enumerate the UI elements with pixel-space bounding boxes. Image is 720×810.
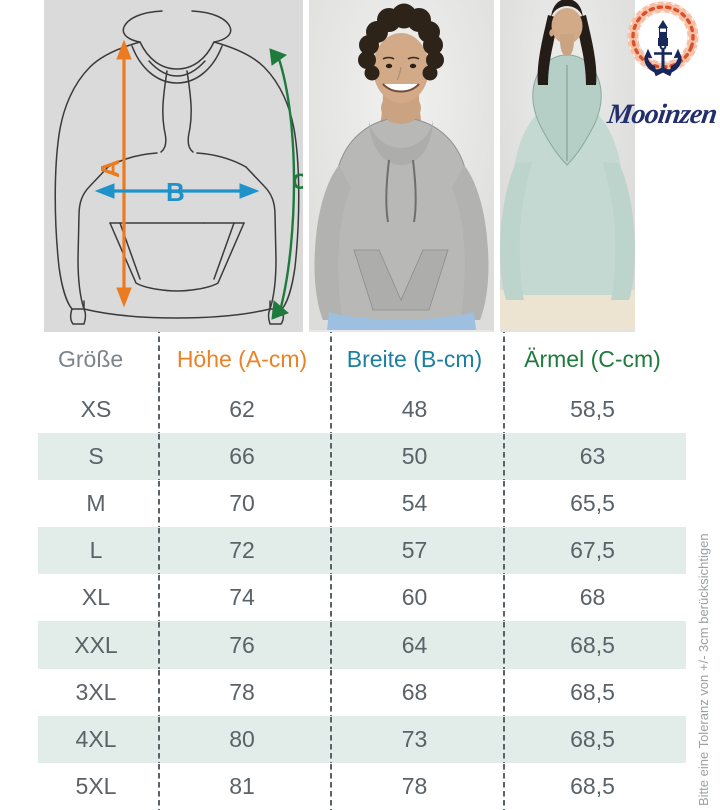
svg-text:B: B [166, 177, 185, 207]
svg-text:A: A [95, 159, 125, 178]
svg-text:C: C [292, 169, 303, 194]
